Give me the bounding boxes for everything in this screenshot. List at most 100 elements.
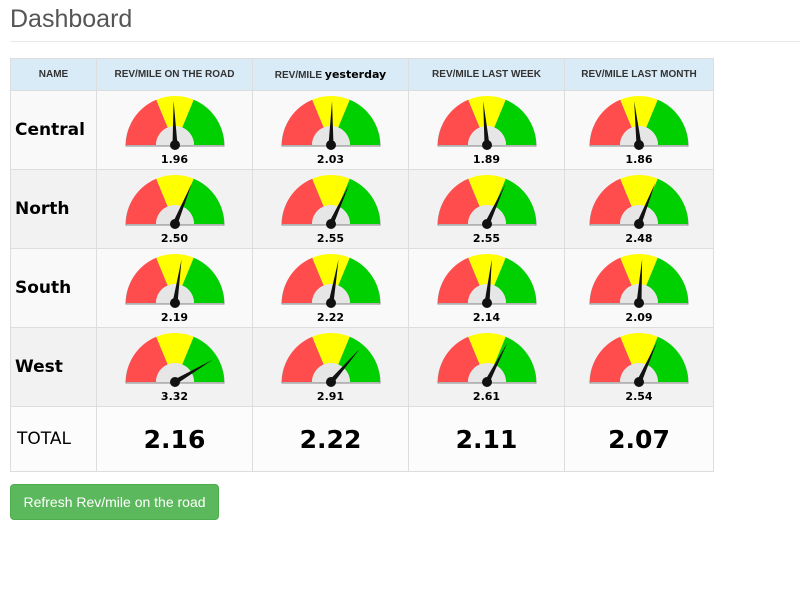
gauge: 3.32 bbox=[124, 332, 225, 406]
gauge: 2.55 bbox=[280, 174, 381, 248]
gauge-band bbox=[337, 336, 380, 382]
gauge-band bbox=[493, 99, 536, 145]
cell-last-month: 1.86 bbox=[564, 90, 714, 170]
gauge-value: 2.55 bbox=[472, 232, 501, 245]
gauge: 2.91 bbox=[280, 332, 381, 406]
gauge-band bbox=[281, 99, 324, 145]
gauge-band bbox=[125, 178, 168, 224]
region-name: North bbox=[10, 169, 97, 249]
cell-last-week: 1.89 bbox=[408, 90, 565, 170]
gauge-hub-area bbox=[467, 205, 506, 224]
gauge: 1.89 bbox=[436, 95, 537, 169]
header-yesterday-word: yesterday bbox=[324, 68, 387, 81]
gauge-needle bbox=[636, 259, 643, 304]
cell-yesterday: 2.55 bbox=[252, 169, 409, 249]
page-title: Dashboard bbox=[10, 5, 133, 33]
gauge-hub bbox=[169, 140, 180, 150]
gauge: 2.19 bbox=[124, 253, 225, 327]
gauge-band bbox=[646, 257, 688, 303]
gauge-band bbox=[467, 333, 506, 365]
gauge-needle bbox=[172, 259, 182, 304]
gauge-band bbox=[437, 336, 480, 382]
header-yesterday-prefix: REV/MILE bbox=[274, 70, 322, 81]
gauge-value: 2.09 bbox=[625, 311, 653, 324]
gauge-value: 1.86 bbox=[625, 153, 653, 166]
gauge-hub bbox=[634, 377, 644, 387]
gauge-band bbox=[337, 178, 380, 224]
gauge-value: 2.55 bbox=[316, 232, 345, 245]
gauge-needle bbox=[484, 259, 492, 304]
gauge-value: 2.22 bbox=[316, 311, 345, 324]
gauge-needle bbox=[484, 184, 505, 226]
gauge-band bbox=[646, 336, 688, 382]
gauge-dial bbox=[280, 175, 381, 229]
gauge-needle bbox=[328, 259, 339, 304]
header-last-month: REV/MILE LAST MONTH bbox=[564, 58, 714, 91]
total-row: TOTAL 2.16 2.22 2.11 2.07 bbox=[10, 406, 714, 472]
gauge-needle bbox=[328, 184, 349, 226]
gauge-band bbox=[646, 99, 688, 145]
gauge-band bbox=[337, 99, 380, 145]
cell-on-the-road: 2.19 bbox=[96, 248, 253, 328]
gauge: 2.61 bbox=[436, 332, 537, 406]
gauge: 2.09 bbox=[589, 253, 689, 327]
gauge-hub bbox=[325, 219, 336, 229]
gauge: 2.50 bbox=[124, 174, 225, 248]
gauge-value: 2.03 bbox=[316, 153, 345, 166]
gauge-value: 1.96 bbox=[160, 153, 189, 166]
gauge: 2.22 bbox=[280, 253, 381, 327]
gauge-hub bbox=[634, 298, 644, 308]
gauge-hub bbox=[481, 298, 492, 308]
gauge-band bbox=[155, 175, 194, 207]
gauge-band bbox=[181, 99, 224, 145]
gauge-band bbox=[620, 333, 658, 365]
cell-last-month: 2.09 bbox=[564, 248, 714, 328]
gauge-hub-area bbox=[311, 205, 350, 224]
total-label: TOTAL bbox=[10, 406, 97, 472]
header-last-week: REV/MILE LAST WEEK bbox=[408, 58, 565, 91]
gauge-band bbox=[590, 336, 632, 382]
gauge: 1.86 bbox=[589, 95, 689, 169]
gauge-hub bbox=[325, 377, 336, 387]
gauge-value: 2.61 bbox=[472, 390, 501, 403]
gauge-value: 2.54 bbox=[625, 390, 653, 403]
header-name: NAME bbox=[10, 58, 97, 91]
gauge-value: 3.32 bbox=[160, 390, 189, 403]
gauge-dial bbox=[436, 96, 537, 150]
gauge-band bbox=[155, 333, 194, 365]
table-row: Central 1.96 2.03 1.89 1.86 bbox=[10, 90, 714, 170]
gauge-needle bbox=[634, 101, 642, 146]
gauge: 2.48 bbox=[589, 174, 689, 248]
gauge-hub bbox=[169, 219, 180, 229]
gauge-needle bbox=[636, 183, 656, 225]
region-name: South bbox=[10, 248, 97, 328]
cell-yesterday: 2.91 bbox=[252, 327, 409, 407]
gauge-dial bbox=[589, 333, 689, 387]
gauge-band bbox=[646, 178, 688, 224]
table-row: West 3.32 2.91 2.61 2.54 bbox=[10, 327, 714, 407]
gauge-dial bbox=[436, 175, 537, 229]
gauge-band bbox=[493, 178, 536, 224]
gauge-band bbox=[311, 254, 350, 286]
region-name: West bbox=[10, 327, 97, 407]
header-yesterday: REV/MILE yesterday bbox=[252, 58, 409, 91]
gauge-band bbox=[467, 175, 506, 207]
gauge-dial bbox=[124, 175, 225, 229]
cell-last-week: 2.14 bbox=[408, 248, 565, 328]
cell-yesterday: 2.22 bbox=[252, 248, 409, 328]
gauge-band bbox=[155, 96, 194, 128]
title-divider bbox=[10, 41, 800, 42]
gauge-hub bbox=[481, 377, 492, 387]
gauge-needle bbox=[328, 101, 333, 146]
refresh-rev-mile-button[interactable]: Refresh Rev/mile on the road bbox=[10, 484, 219, 520]
cell-yesterday: 2.03 bbox=[252, 90, 409, 170]
gauge-dial bbox=[124, 96, 225, 150]
gauge-band bbox=[155, 254, 194, 286]
gauge-dial bbox=[436, 254, 537, 308]
gauge-dial bbox=[280, 333, 381, 387]
gauge-value: 2.48 bbox=[625, 232, 653, 245]
table-header-row: NAME REV/MILE ON THE ROAD REV/MILE yeste… bbox=[10, 58, 714, 91]
gauge-needle bbox=[328, 348, 360, 384]
header-on-the-road: REV/MILE ON THE ROAD bbox=[96, 58, 253, 91]
table-row: North 2.50 2.55 2.55 2.48 bbox=[10, 169, 714, 249]
